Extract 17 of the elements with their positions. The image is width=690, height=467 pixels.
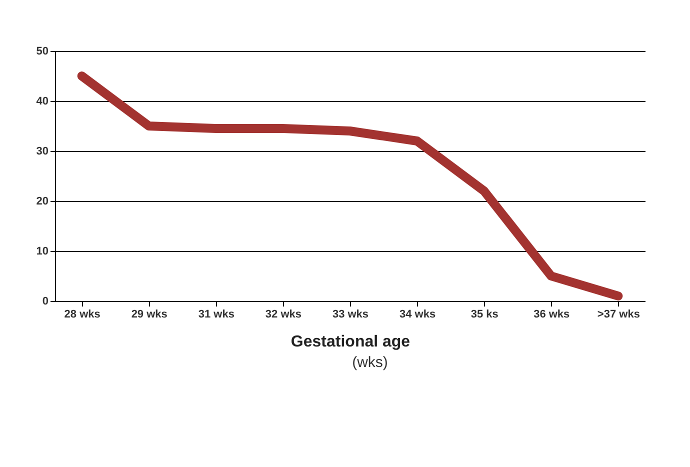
y-tick-label: 30 [36,146,48,158]
x-tick-label: 29 wks [131,308,168,320]
x-tick-label: 28 wks [64,308,100,320]
y-tick-label: 50 [36,46,48,58]
x-tick-label: 33 wks [332,308,369,320]
x-axis-title: Gestational age [290,334,410,350]
x-tick-label: 36 wks [534,308,570,320]
x-tick-label: >37 wks [597,308,640,320]
x-tick-label: 31 wks [198,308,234,320]
x-tick-label: 35 ks [470,308,498,320]
y-tick-label: 0 [42,296,48,308]
y-tick-label: 10 [36,246,48,258]
text: (wks) [351,354,389,371]
x-tick-label: 32 wks [265,308,302,320]
y-tick-label: 40 [36,96,48,108]
x-tick-label: 34 wks [400,308,436,320]
y-tick-label: 20 [36,196,48,208]
